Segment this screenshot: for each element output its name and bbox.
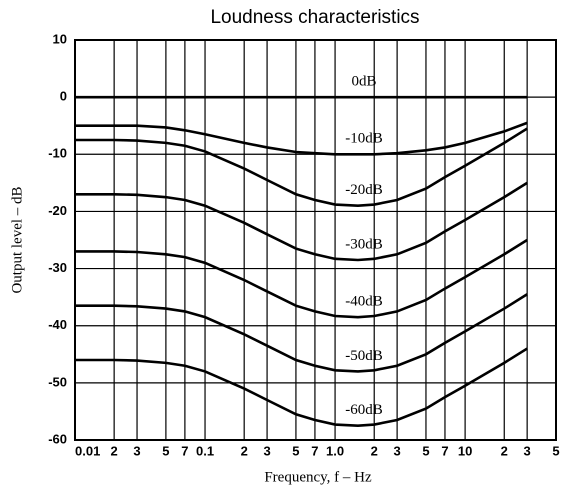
series-label: -30dB [345, 236, 383, 252]
chart-title: Loudness characteristics [210, 7, 419, 28]
line-series [75, 238, 528, 319]
x-tick-label: 7 [441, 443, 448, 458]
series-label: -60dB [345, 402, 383, 418]
series-label: -40dB [345, 294, 383, 310]
x-tick-label: 3 [263, 443, 270, 458]
line-series [75, 127, 528, 208]
x-tick-label: 7 [311, 443, 318, 458]
line-series [75, 181, 528, 262]
x-tick-label: 5 [292, 443, 299, 458]
x-tick-label: 2 [371, 443, 378, 458]
x-tick-label: 5 [422, 443, 429, 458]
series-label: -10dB [345, 131, 383, 147]
x-tick-label: 3 [133, 443, 140, 458]
x-tick-label: 0.01 [75, 443, 100, 458]
x-tick-label: 7 [181, 443, 188, 458]
x-tick-label: 3 [393, 443, 400, 458]
y-tick-label: -60 [48, 431, 67, 446]
x-tick-label: 5 [162, 443, 169, 458]
series-label: 0dB [351, 74, 376, 90]
series-label: -20dB [345, 182, 383, 198]
x-tick-label: 2 [111, 443, 118, 458]
x-tick-label: 3 [524, 443, 531, 458]
line-series [75, 347, 528, 428]
line-series [75, 293, 528, 373]
y-tick-label: 0 [60, 89, 67, 104]
y-tick-label: -40 [48, 317, 67, 332]
x-tick-label: 0.1 [196, 443, 214, 458]
y-tick-label: -20 [48, 203, 67, 218]
x-tick-label: 2 [241, 443, 248, 458]
x-tick-label: 2 [501, 443, 508, 458]
x-tick-label: 1.0 [326, 443, 344, 458]
y-axis-label: Output level – dB [9, 186, 25, 293]
x-axis-label: Frequency, f – Hz [264, 469, 372, 485]
series-label: -50dB [345, 348, 383, 364]
x-tick-label: 10 [458, 443, 472, 458]
y-tick-label: -50 [48, 374, 67, 389]
x-tick-label: 5 [552, 443, 559, 458]
line-series [75, 121, 528, 156]
y-tick-label: 10 [53, 31, 67, 46]
plot-frame [74, 39, 557, 441]
y-tick-label: -30 [48, 260, 67, 275]
y-tick-label: -10 [48, 146, 67, 161]
